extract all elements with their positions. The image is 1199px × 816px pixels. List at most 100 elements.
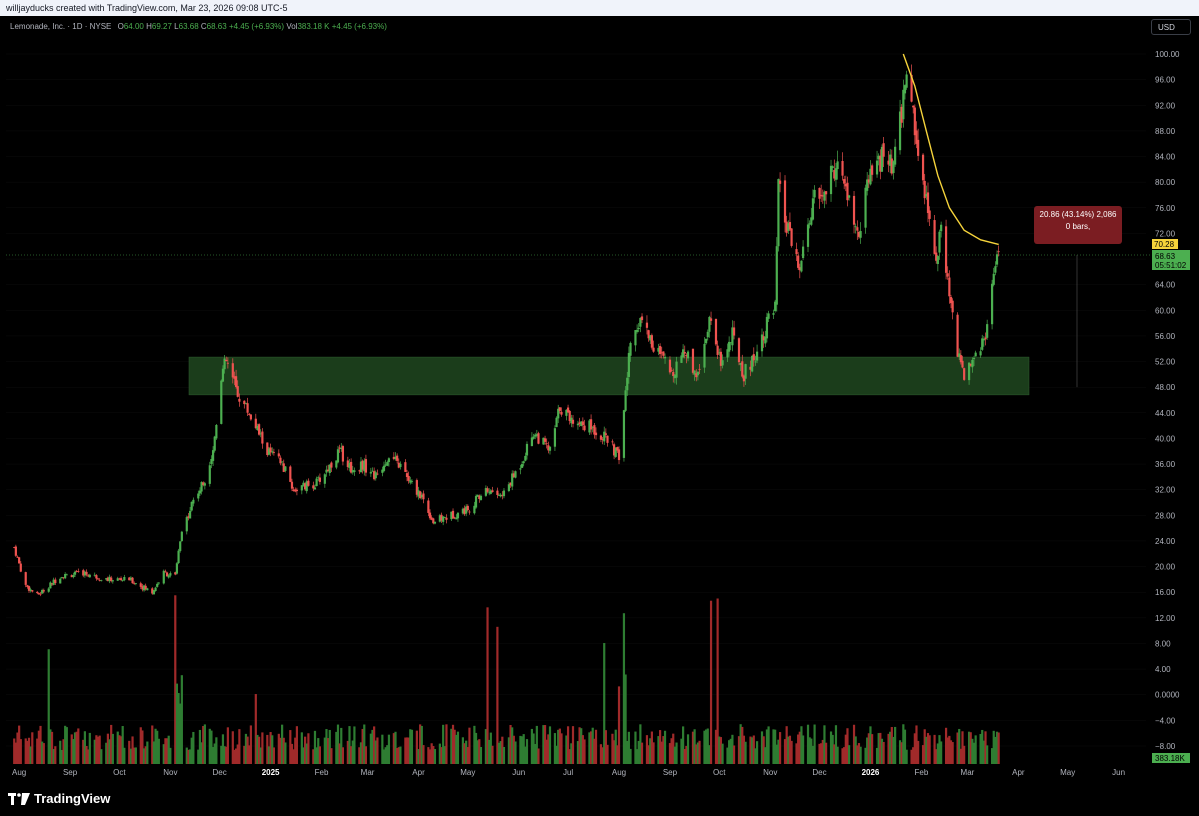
volume-bar — [410, 729, 414, 764]
candle-body — [833, 170, 836, 179]
candle-body — [226, 362, 229, 364]
candle-body — [588, 420, 591, 433]
candle-body — [18, 557, 21, 564]
volume-bar — [606, 744, 609, 764]
candle-body — [369, 471, 372, 474]
candle-body — [501, 495, 504, 497]
volume-bar — [867, 733, 870, 764]
volume-bar — [739, 724, 742, 764]
volume-bar — [668, 743, 672, 764]
volume-bar — [660, 741, 663, 764]
candle-body — [800, 260, 803, 272]
price-axis[interactable]: 100.00 96.00 92.00 88.00 84.00 80.00 76.00 72.0… — [1155, 50, 1180, 751]
volume-bar — [848, 745, 851, 764]
tradingview-logo[interactable]: TradingView — [8, 791, 110, 806]
candle-body — [65, 574, 68, 576]
volume-bar — [327, 738, 330, 764]
volume-bar — [917, 740, 920, 764]
measure-box[interactable] — [1034, 206, 1122, 244]
volume-bar — [72, 739, 75, 764]
volume-bar — [808, 737, 811, 764]
candle-body — [951, 300, 954, 313]
volume-bar — [524, 746, 527, 764]
volume-bar — [810, 738, 813, 764]
candle-body — [532, 436, 535, 439]
x-tick-label: Dec — [812, 768, 826, 777]
legend-high: 69.27 — [151, 22, 172, 31]
support-zone[interactable] — [188, 356, 1030, 396]
volume-bar — [649, 738, 652, 764]
volume-bar — [892, 736, 895, 764]
volume-bar — [882, 741, 885, 764]
y-tick-label: −8.00 — [1155, 742, 1176, 751]
candle-body — [923, 180, 926, 199]
candle-body — [721, 360, 724, 366]
candle-body — [456, 512, 460, 519]
time-axis[interactable]: Aug Sep Oct Nov Dec 2025 Feb Mar Apr May Jun Jul Aug… — [12, 768, 1125, 777]
volume-bar — [479, 747, 483, 764]
volume-bar — [190, 737, 193, 764]
candle-body — [37, 593, 40, 595]
candle-body — [900, 106, 903, 123]
volume-bar — [243, 745, 246, 764]
volume-bar — [269, 732, 272, 764]
volume-bar — [305, 743, 308, 764]
volume-bar — [88, 732, 91, 764]
volume-bar — [801, 735, 805, 764]
volume-bar — [571, 726, 575, 764]
candle-body — [399, 463, 402, 468]
x-tick-label: May — [460, 768, 475, 777]
candle-body — [223, 358, 226, 370]
candle-body — [39, 593, 42, 595]
candle-body — [272, 452, 275, 454]
candle-body — [185, 517, 188, 532]
candle-body — [432, 518, 435, 524]
candle-body — [31, 590, 34, 592]
candle-body — [887, 160, 890, 165]
candle-body — [547, 445, 550, 451]
candle-body — [543, 438, 547, 442]
volume-bar — [995, 731, 999, 764]
candle-body — [806, 224, 810, 247]
volume-bar — [300, 732, 303, 764]
volume-bar — [433, 749, 437, 764]
volume-bar — [820, 743, 823, 764]
volume-bar — [511, 727, 514, 764]
volume-bar — [123, 747, 126, 764]
volume-bar — [548, 726, 552, 764]
candle-body — [330, 462, 333, 468]
yellow-price-tag-text: 70.28 — [1154, 240, 1175, 249]
candle-body — [882, 143, 885, 157]
candle-body — [997, 251, 1000, 253]
x-tick-label: Aug — [12, 768, 26, 777]
volume-bar — [703, 730, 706, 764]
candle-body — [520, 464, 524, 468]
chart-frame[interactable] — [5, 16, 1193, 780]
volume-bar — [144, 746, 147, 764]
volume-bar — [382, 749, 386, 764]
candle-body — [958, 353, 961, 358]
volume-bar — [708, 745, 711, 764]
volume-bar — [543, 725, 547, 764]
volume-bar — [797, 734, 800, 764]
candle-body — [261, 431, 264, 444]
candle-body — [744, 364, 747, 379]
volume-bar — [131, 736, 134, 764]
volume-bar — [128, 740, 131, 764]
candle-body — [203, 483, 206, 486]
volume-bar — [461, 737, 464, 764]
candle-body — [144, 585, 147, 590]
candle-body — [963, 368, 966, 380]
volume-bar — [593, 738, 596, 764]
volume-bar — [312, 749, 315, 764]
volume-bar — [754, 748, 757, 764]
volume-bar — [267, 746, 271, 764]
candle-body — [443, 517, 446, 518]
volume-bar — [50, 731, 54, 764]
y-tick-label: 4.00 — [1155, 665, 1171, 674]
volume-bar — [841, 748, 844, 764]
volume-bar — [336, 724, 340, 764]
currency-button[interactable]: USD — [1151, 19, 1191, 35]
candle-body — [703, 343, 706, 368]
